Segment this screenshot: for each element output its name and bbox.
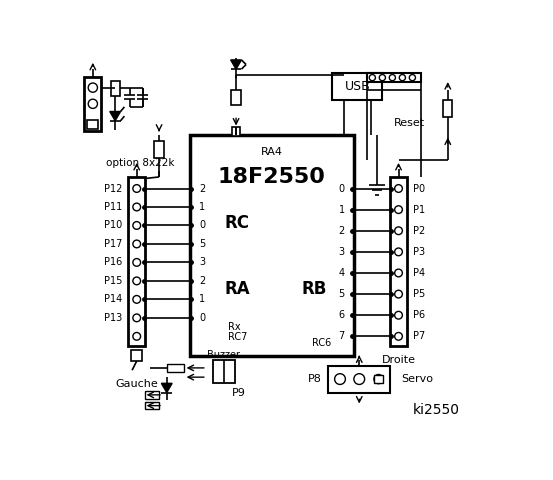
Circle shape bbox=[133, 296, 140, 303]
Text: P1: P1 bbox=[413, 204, 425, 215]
Circle shape bbox=[133, 240, 140, 248]
Circle shape bbox=[88, 83, 97, 92]
Text: P11: P11 bbox=[104, 202, 122, 212]
Text: 3: 3 bbox=[199, 257, 205, 267]
Circle shape bbox=[133, 314, 140, 322]
Bar bbox=[232, 90, 241, 105]
Text: 4: 4 bbox=[338, 268, 345, 278]
Bar bbox=[132, 350, 142, 361]
Text: 0: 0 bbox=[338, 183, 345, 193]
Bar bbox=[128, 177, 145, 347]
Bar bbox=[390, 177, 407, 347]
Circle shape bbox=[133, 333, 140, 340]
Bar bbox=[111, 81, 120, 96]
Text: P12: P12 bbox=[104, 183, 122, 193]
Text: P9: P9 bbox=[232, 387, 246, 397]
Circle shape bbox=[395, 227, 403, 235]
Text: P2: P2 bbox=[413, 226, 425, 236]
Circle shape bbox=[395, 206, 403, 214]
Text: USB: USB bbox=[345, 80, 370, 93]
Circle shape bbox=[374, 374, 383, 384]
Text: 18F2550: 18F2550 bbox=[218, 167, 326, 187]
Text: Droite: Droite bbox=[382, 355, 415, 365]
Text: ki2550: ki2550 bbox=[413, 403, 460, 417]
Text: 6: 6 bbox=[338, 310, 345, 320]
Bar bbox=[232, 127, 240, 136]
Text: 2: 2 bbox=[338, 226, 345, 236]
Circle shape bbox=[88, 99, 97, 108]
Text: 1: 1 bbox=[199, 202, 205, 212]
Circle shape bbox=[133, 259, 140, 266]
Text: Reset: Reset bbox=[394, 118, 425, 128]
Bar bbox=[145, 391, 159, 399]
Circle shape bbox=[133, 277, 140, 285]
Bar bbox=[374, 375, 383, 383]
Bar bbox=[213, 360, 234, 384]
Circle shape bbox=[379, 74, 385, 81]
Bar bbox=[154, 141, 164, 158]
Circle shape bbox=[133, 222, 140, 229]
Circle shape bbox=[133, 185, 140, 192]
Bar bbox=[190, 134, 354, 356]
Bar bbox=[443, 100, 452, 117]
Bar bbox=[87, 120, 98, 129]
Bar bbox=[367, 73, 421, 82]
Circle shape bbox=[395, 248, 403, 256]
Text: P15: P15 bbox=[104, 276, 122, 286]
Text: 3: 3 bbox=[338, 247, 345, 257]
Text: Buzzer: Buzzer bbox=[207, 350, 240, 360]
Text: RC6: RC6 bbox=[311, 337, 331, 348]
Circle shape bbox=[395, 290, 403, 298]
Text: 1: 1 bbox=[199, 294, 205, 304]
Text: Gauche: Gauche bbox=[116, 379, 158, 389]
Text: 2: 2 bbox=[199, 276, 205, 286]
Text: P13: P13 bbox=[104, 313, 122, 323]
Text: RC: RC bbox=[225, 214, 249, 232]
Text: RA: RA bbox=[225, 279, 250, 298]
Text: 0: 0 bbox=[199, 220, 205, 230]
Bar bbox=[167, 364, 184, 372]
Text: 5: 5 bbox=[338, 289, 345, 299]
Text: RC7: RC7 bbox=[228, 332, 248, 342]
Bar bbox=[145, 402, 159, 409]
Text: option 8x22k: option 8x22k bbox=[106, 158, 174, 168]
Text: P3: P3 bbox=[413, 247, 425, 257]
Circle shape bbox=[399, 74, 405, 81]
Text: 7: 7 bbox=[338, 331, 345, 341]
Circle shape bbox=[395, 312, 403, 319]
Text: P16: P16 bbox=[104, 257, 122, 267]
Bar bbox=[328, 366, 390, 393]
Text: 2: 2 bbox=[199, 183, 205, 193]
Circle shape bbox=[369, 74, 375, 81]
Circle shape bbox=[389, 74, 395, 81]
Polygon shape bbox=[110, 111, 121, 121]
Circle shape bbox=[354, 374, 364, 384]
Circle shape bbox=[395, 185, 403, 192]
Circle shape bbox=[133, 203, 140, 211]
Bar bbox=[332, 73, 382, 100]
Text: P14: P14 bbox=[104, 294, 122, 304]
Text: Rx: Rx bbox=[228, 322, 241, 332]
Text: P0: P0 bbox=[413, 183, 425, 193]
Text: P4: P4 bbox=[413, 268, 425, 278]
Circle shape bbox=[335, 374, 346, 384]
Text: P8: P8 bbox=[307, 374, 321, 384]
Circle shape bbox=[395, 333, 403, 340]
Text: 0: 0 bbox=[199, 313, 205, 323]
Text: P5: P5 bbox=[413, 289, 425, 299]
Circle shape bbox=[395, 269, 403, 277]
Text: Servo: Servo bbox=[401, 374, 434, 384]
Text: P10: P10 bbox=[104, 220, 122, 230]
Bar bbox=[85, 77, 101, 131]
Text: P17: P17 bbox=[104, 239, 122, 249]
Circle shape bbox=[409, 74, 415, 81]
Polygon shape bbox=[161, 384, 172, 393]
Text: 1: 1 bbox=[338, 204, 345, 215]
Text: 5: 5 bbox=[199, 239, 205, 249]
Text: RB: RB bbox=[301, 279, 327, 298]
Text: RA4: RA4 bbox=[261, 146, 283, 156]
Polygon shape bbox=[231, 60, 242, 69]
Text: P7: P7 bbox=[413, 331, 425, 341]
Text: P6: P6 bbox=[413, 310, 425, 320]
